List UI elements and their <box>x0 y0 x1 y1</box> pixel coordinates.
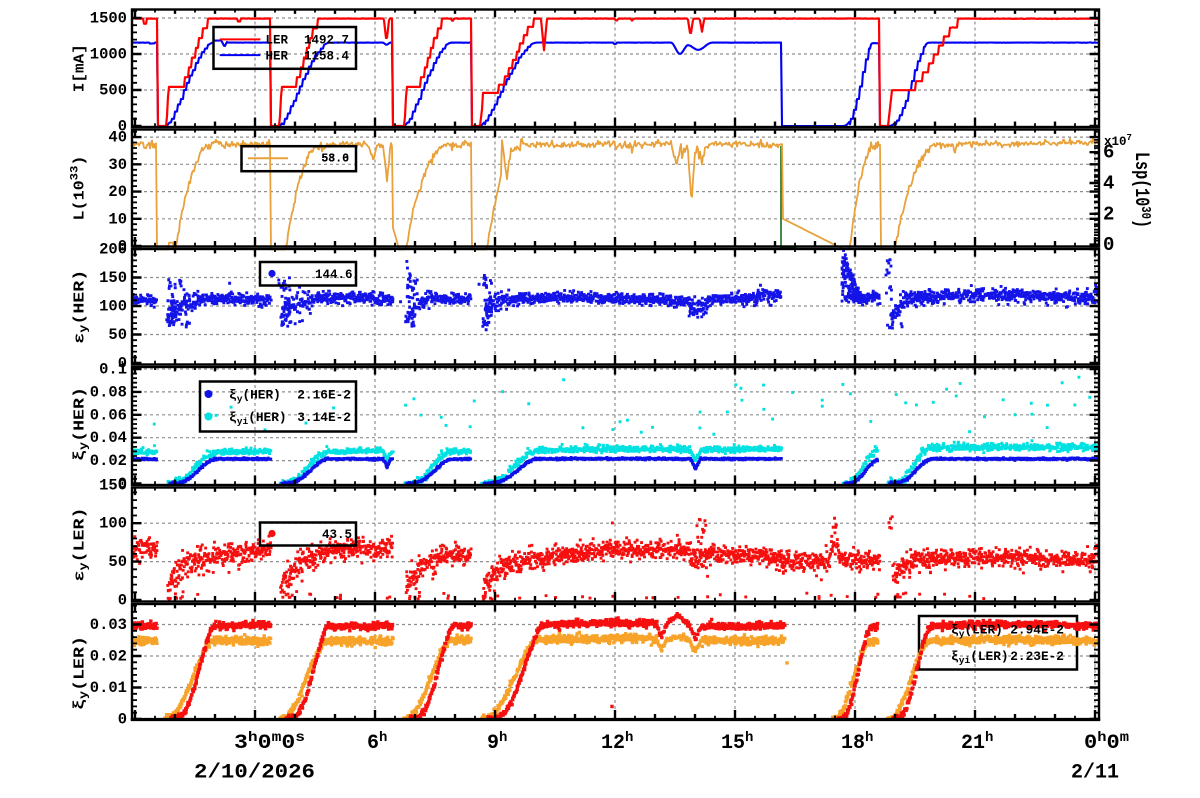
svg-text:L(1033): L(1033) <box>70 156 89 221</box>
svg-text:150: 150 <box>99 476 127 494</box>
svg-text:ξy(LER): ξy(LER) <box>72 636 91 710</box>
svg-text:0: 0 <box>118 355 127 373</box>
svg-text:0: 0 <box>1103 234 1114 256</box>
svg-text:0: 0 <box>118 118 127 136</box>
svg-text:1500: 1500 <box>90 10 127 28</box>
svg-text:200: 200 <box>99 241 127 259</box>
svg-text:150: 150 <box>99 269 127 287</box>
svg-text:0: 0 <box>118 711 127 729</box>
svg-text:100: 100 <box>99 298 127 316</box>
svg-text:1492.7: 1492.7 <box>304 34 349 48</box>
svg-text:ξy(LER): ξy(LER) <box>951 623 1003 640</box>
svg-text:40: 40 <box>108 129 127 147</box>
svg-text:0.08: 0.08 <box>90 383 127 401</box>
svg-text:10: 10 <box>108 210 127 228</box>
svg-text:50: 50 <box>108 326 127 344</box>
svg-text:0h0m: 0h0m <box>1084 730 1129 755</box>
svg-text:6: 6 <box>1103 142 1114 164</box>
svg-text:0.02: 0.02 <box>90 648 127 666</box>
svg-text:0.02: 0.02 <box>90 452 127 470</box>
svg-text:3.14E-2: 3.14E-2 <box>297 410 351 425</box>
svg-text:0: 0 <box>118 475 127 493</box>
svg-text:58.0: 58.0 <box>321 153 349 166</box>
svg-text:18h: 18h <box>841 730 873 755</box>
svg-text:0: 0 <box>118 592 127 610</box>
svg-text:9h: 9h <box>487 730 507 755</box>
svg-text:30: 30 <box>108 156 127 174</box>
svg-text:0.1: 0.1 <box>99 361 127 379</box>
svg-text:50: 50 <box>108 553 127 571</box>
svg-text:0: 0 <box>118 238 127 256</box>
svg-text:100: 100 <box>99 515 127 533</box>
svg-text:2/11: 2/11 <box>1071 762 1119 785</box>
svg-text:2/10/2026: 2/10/2026 <box>194 762 315 785</box>
svg-text:x107: x107 <box>1104 133 1132 149</box>
svg-text:0.06: 0.06 <box>90 406 127 424</box>
svg-text:0.01: 0.01 <box>90 679 127 697</box>
svg-text:I[mA]: I[mA] <box>72 44 89 92</box>
svg-text:6h: 6h <box>367 730 387 755</box>
svg-text:2.16E-2: 2.16E-2 <box>297 387 351 402</box>
svg-text:2.23E-2: 2.23E-2 <box>1010 649 1064 664</box>
svg-text:15h: 15h <box>721 730 753 755</box>
svg-text:0.04: 0.04 <box>90 429 127 447</box>
svg-text:500: 500 <box>99 82 127 100</box>
svg-text:HER: HER <box>266 49 289 63</box>
svg-text:21h: 21h <box>961 730 993 755</box>
svg-text:53.6: 53.6 <box>321 153 349 166</box>
svg-text:4: 4 <box>1103 173 1114 195</box>
svg-text:ξy(HER): ξy(HER) <box>229 387 281 404</box>
svg-text:1000: 1000 <box>90 46 127 64</box>
svg-text:144.6: 144.6 <box>315 268 353 282</box>
svg-text:LER: LER <box>266 34 289 48</box>
svg-text:0.03: 0.03 <box>90 616 127 634</box>
svg-text:εy(HER): εy(HER) <box>72 270 91 344</box>
svg-text:εy(LER): εy(LER) <box>72 508 91 582</box>
svg-text:20: 20 <box>108 183 127 201</box>
svg-text:43.5: 43.5 <box>322 528 352 542</box>
svg-text:1158.4: 1158.4 <box>304 49 350 63</box>
svg-text:ξy(HER): ξy(HER) <box>72 387 91 461</box>
svg-text:2: 2 <box>1103 203 1114 225</box>
svg-text:2.94E-2: 2.94E-2 <box>1010 623 1064 638</box>
svg-text:12h: 12h <box>601 730 633 755</box>
